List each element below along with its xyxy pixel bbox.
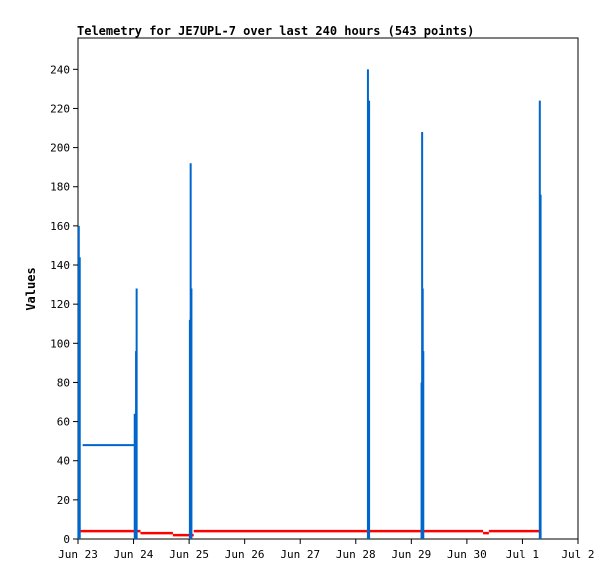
x-tick-label: Jun 24 xyxy=(114,548,154,561)
y-tick-label: 60 xyxy=(57,416,70,429)
y-tick-label: 0 xyxy=(63,533,70,546)
y-tick-label: 120 xyxy=(50,298,70,311)
y-tick-label: 220 xyxy=(50,102,70,115)
series-layer xyxy=(77,69,542,539)
x-tick-label: Jun 25 xyxy=(169,548,209,561)
y-tick-label: 200 xyxy=(50,142,70,155)
x-tick-label: Jun 29 xyxy=(391,548,431,561)
x-tick-label: Jun 28 xyxy=(336,548,376,561)
x-tick-label: Jun 23 xyxy=(58,548,98,561)
y-tick-label: 20 xyxy=(57,494,70,507)
y-tick-label: 40 xyxy=(57,455,70,468)
x-tick-label: Jun 26 xyxy=(225,548,265,561)
y-tick-label: 240 xyxy=(50,63,70,76)
axis-ticks: 0 20 40 60 80 100 120 140 160 180 200 220 240 Jun 23 J… xyxy=(50,63,594,561)
y-tick-label: 160 xyxy=(50,220,70,233)
x-tick-label: Jun 30 xyxy=(447,548,487,561)
plot-frame xyxy=(77,37,579,540)
x-tick-label: Jul 1 xyxy=(506,548,539,561)
y-axis-label: Values xyxy=(24,267,38,310)
x-tick-label: Jun 27 xyxy=(280,548,320,561)
x-tick-label: Jul 2 xyxy=(561,548,594,561)
y-tick-label: 180 xyxy=(50,181,70,194)
y-tick-label: 100 xyxy=(50,337,70,350)
plot-area xyxy=(77,37,579,540)
y-tick-label: 140 xyxy=(50,259,70,272)
chart-title: Telemetry for JE7UPL-7 over last 240 hou… xyxy=(77,24,474,38)
y-tick-label: 80 xyxy=(57,376,70,389)
